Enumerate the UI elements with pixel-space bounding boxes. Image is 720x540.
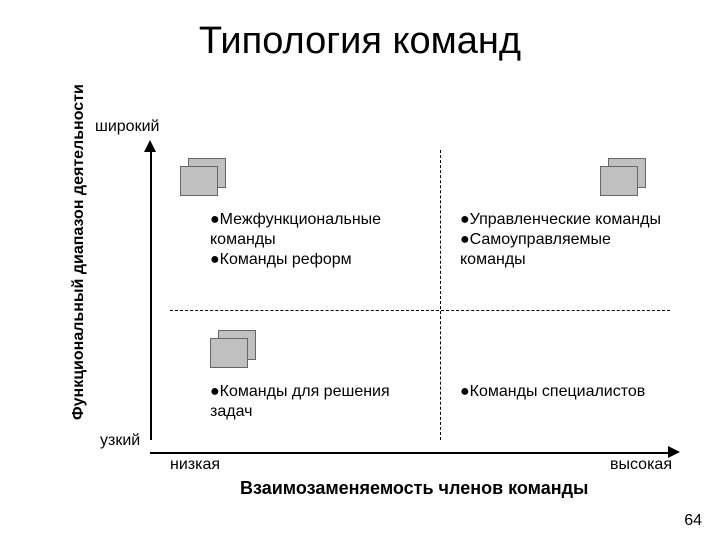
slide: Типология команд широкий узкий Функциона… <box>0 0 720 540</box>
x-axis-title: Взаимозаменяемость членов команды <box>240 478 588 499</box>
y-axis-line <box>150 152 152 440</box>
x-left-label: низкая <box>170 456 220 474</box>
vertical-divider <box>440 150 441 440</box>
x-axis-line <box>150 452 668 454</box>
quadrant-top-left: ●Межфункциональные команды ●Команды рефо… <box>210 210 430 270</box>
slide-title: Типология команд <box>0 20 720 63</box>
y-bottom-label: узкий <box>100 432 140 450</box>
slide-number: 64 <box>684 512 702 530</box>
y-axis-arrow <box>144 140 156 152</box>
boxpair-bl <box>210 330 260 370</box>
quadrant-bottom-left: ●Команды для решения задач <box>210 382 430 422</box>
boxpair-tr <box>600 158 650 198</box>
quadrant-top-right: ●Управленческие команды ●Самоуправляемые… <box>460 210 680 270</box>
quadrant-bottom-right: ●Команды специалистов <box>460 382 680 402</box>
y-axis-label: Функциональный диапазон деятельности <box>70 84 88 420</box>
horizontal-divider <box>170 310 670 311</box>
x-right-label: высокая <box>610 456 672 474</box>
boxpair-tl <box>180 158 230 198</box>
y-top-label: широкий <box>95 118 159 136</box>
